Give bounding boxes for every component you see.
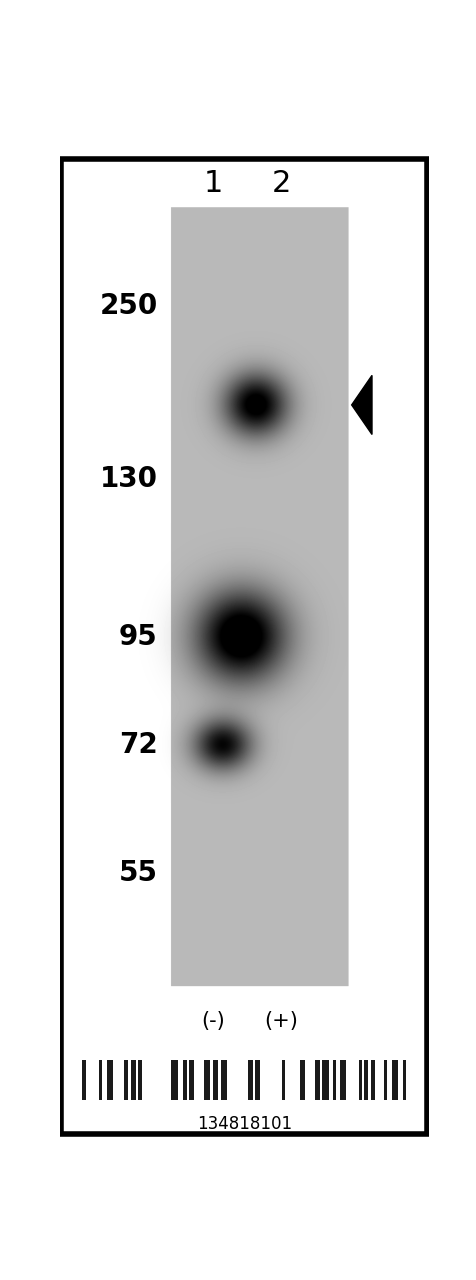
- Bar: [255, 1060, 259, 1100]
- Bar: [332, 1060, 336, 1100]
- Text: 250: 250: [99, 292, 157, 320]
- Bar: [107, 1060, 113, 1100]
- Text: 1: 1: [203, 169, 222, 197]
- Bar: [370, 1060, 374, 1100]
- Bar: [391, 1060, 397, 1100]
- Bar: [402, 1060, 406, 1100]
- Bar: [315, 1060, 319, 1100]
- Polygon shape: [351, 375, 371, 434]
- Text: (+): (+): [264, 1011, 298, 1030]
- Bar: [203, 1060, 209, 1100]
- Bar: [138, 1060, 141, 1100]
- Text: (-): (-): [201, 1011, 225, 1030]
- Bar: [299, 1060, 304, 1100]
- Bar: [170, 1060, 178, 1100]
- Text: 2: 2: [271, 169, 290, 197]
- Text: 55: 55: [119, 859, 157, 887]
- Bar: [282, 1060, 284, 1100]
- Bar: [212, 1060, 218, 1100]
- Bar: [322, 1060, 328, 1100]
- Text: 72: 72: [119, 731, 157, 759]
- Bar: [363, 1060, 367, 1100]
- Bar: [248, 1060, 252, 1100]
- Text: 130: 130: [99, 465, 157, 493]
- Bar: [220, 1060, 227, 1100]
- Bar: [130, 1060, 135, 1100]
- Bar: [358, 1060, 361, 1100]
- Text: 134818101: 134818101: [197, 1115, 291, 1133]
- Bar: [99, 1060, 102, 1100]
- Bar: [82, 1060, 86, 1100]
- Bar: [339, 1060, 345, 1100]
- Bar: [189, 1060, 194, 1100]
- Bar: [183, 1060, 187, 1100]
- Bar: [124, 1060, 128, 1100]
- Text: 95: 95: [119, 622, 157, 650]
- Bar: [383, 1060, 387, 1100]
